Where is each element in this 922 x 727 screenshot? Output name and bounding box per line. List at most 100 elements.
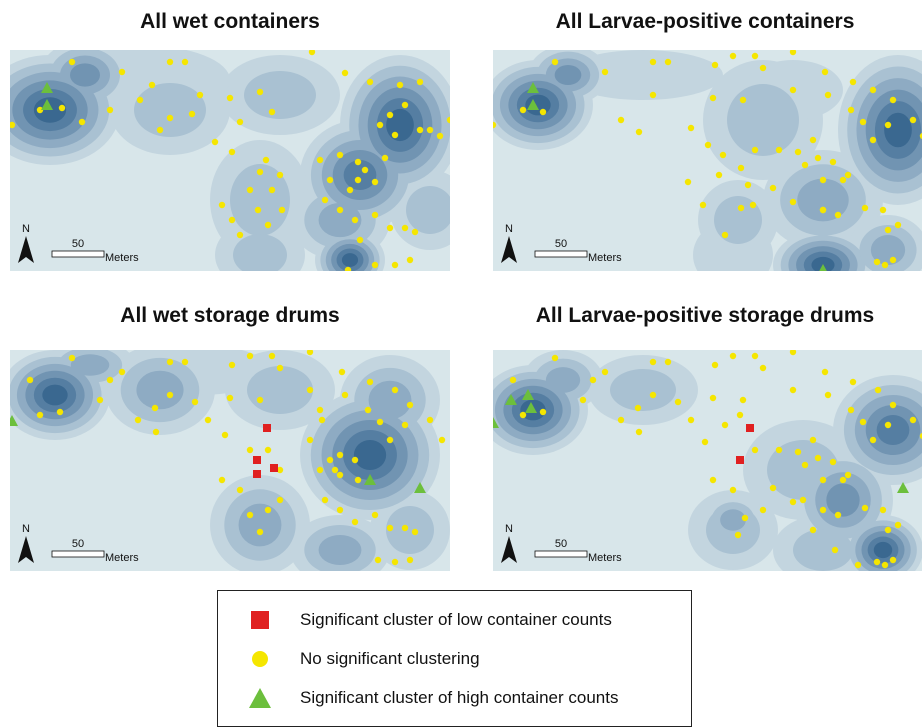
- no-cluster-point: [789, 498, 797, 506]
- no-cluster-point: [236, 231, 244, 239]
- no-cluster-point: [684, 178, 692, 186]
- no-cluster-point: [869, 136, 877, 144]
- no-cluster-point: [759, 364, 767, 372]
- no-cluster-point: [391, 131, 399, 139]
- legend-no-cluster-label: No significant clustering: [300, 649, 480, 668]
- no-cluster-point: [336, 506, 344, 514]
- density-contour: [545, 367, 581, 393]
- no-cluster-point: [869, 436, 877, 444]
- no-cluster-point: [879, 506, 887, 514]
- no-cluster-point: [721, 231, 729, 239]
- no-cluster-point: [794, 448, 802, 456]
- no-cluster-point: [381, 154, 389, 162]
- no-cluster-point: [859, 418, 867, 426]
- density-surface: N 50 Meters: [493, 350, 922, 571]
- no-cluster-point: [361, 166, 369, 174]
- density-contour: [727, 84, 799, 156]
- density-contour: [136, 370, 184, 410]
- no-cluster-point: [438, 436, 446, 444]
- no-cluster-point: [889, 401, 897, 409]
- low-cluster-point: [253, 470, 261, 478]
- no-cluster-point: [371, 211, 379, 219]
- high-cluster-point: [41, 82, 53, 93]
- no-cluster-point: [711, 61, 719, 69]
- high-cluster-point: [897, 482, 909, 493]
- no-cluster-point: [326, 176, 334, 184]
- no-cluster-point: [701, 438, 709, 446]
- no-cluster-point: [519, 106, 527, 114]
- no-cluster-point: [737, 204, 745, 212]
- density-contour: [238, 503, 282, 547]
- no-cluster-point: [869, 86, 877, 94]
- scale-value: 50: [555, 538, 567, 550]
- no-cluster-point: [889, 256, 897, 264]
- no-cluster-point: [386, 436, 394, 444]
- no-cluster-point: [401, 224, 409, 232]
- no-cluster-point: [188, 110, 196, 118]
- density-surface: N 50 Meters: [493, 50, 922, 271]
- no-cluster-point: [821, 368, 829, 376]
- no-cluster-point: [881, 261, 889, 269]
- no-cluster-point: [884, 526, 892, 534]
- no-cluster-point: [264, 446, 272, 454]
- panel-title-3: All wet storage drums: [120, 304, 340, 327]
- no-cluster-point: [775, 446, 783, 454]
- map-panel-2: N 50 Meters: [493, 50, 922, 271]
- no-cluster-point: [391, 261, 399, 269]
- no-cluster-point: [278, 206, 286, 214]
- no-cluster-point: [204, 416, 212, 424]
- no-cluster-point: [809, 526, 817, 534]
- no-cluster-point: [617, 416, 625, 424]
- no-cluster-point: [749, 201, 757, 209]
- no-cluster-point: [635, 428, 643, 436]
- no-cluster-point: [819, 476, 827, 484]
- no-cluster-point: [801, 461, 809, 469]
- no-cluster-point: [789, 198, 797, 206]
- no-cluster-point: [789, 86, 797, 94]
- no-cluster-point: [276, 171, 284, 179]
- no-cluster-point: [789, 50, 797, 56]
- high-cluster-point: [41, 99, 53, 110]
- no-cluster-point: [166, 358, 174, 366]
- no-cluster-point: [687, 416, 695, 424]
- no-cluster-point: [759, 506, 767, 514]
- density-contour: [610, 369, 676, 411]
- no-cluster-point: [316, 466, 324, 474]
- no-cluster-point: [246, 186, 254, 194]
- no-cluster-point: [649, 91, 657, 99]
- no-cluster-point: [519, 411, 527, 419]
- scale-bar: [534, 550, 588, 558]
- no-cluster-point: [919, 432, 922, 440]
- no-cluster-point: [264, 506, 272, 514]
- yellow-circle-icon: [252, 651, 268, 667]
- no-cluster-point: [737, 164, 745, 172]
- no-cluster-point: [276, 496, 284, 504]
- no-cluster-point: [321, 196, 329, 204]
- no-cluster-point: [769, 484, 777, 492]
- no-cluster-point: [226, 394, 234, 402]
- low-cluster-point: [746, 424, 754, 432]
- density-contour: [811, 256, 835, 271]
- no-cluster-point: [601, 368, 609, 376]
- north-label: N: [505, 523, 513, 535]
- no-cluster-point: [306, 350, 314, 356]
- no-cluster-point: [256, 168, 264, 176]
- no-cluster-point: [401, 101, 409, 109]
- low-cluster-point: [263, 424, 271, 432]
- no-cluster-point: [789, 350, 797, 356]
- no-cluster-point: [829, 458, 837, 466]
- no-cluster-point: [539, 408, 547, 416]
- no-cluster-point: [351, 518, 359, 526]
- no-cluster-point: [166, 58, 174, 66]
- no-cluster-point: [894, 521, 902, 529]
- north-arrow-icon: [501, 536, 517, 563]
- no-cluster-point: [881, 561, 889, 569]
- no-cluster-point: [664, 358, 672, 366]
- panel-title-4: All Larvae-positive storage drums: [535, 304, 875, 327]
- no-cluster-point: [36, 411, 44, 419]
- no-cluster-point: [191, 398, 199, 406]
- no-cluster-point: [751, 352, 759, 360]
- map-panel-3: N 50 Meters: [10, 350, 450, 571]
- no-cluster-point: [601, 68, 609, 76]
- density-contour: [884, 112, 912, 148]
